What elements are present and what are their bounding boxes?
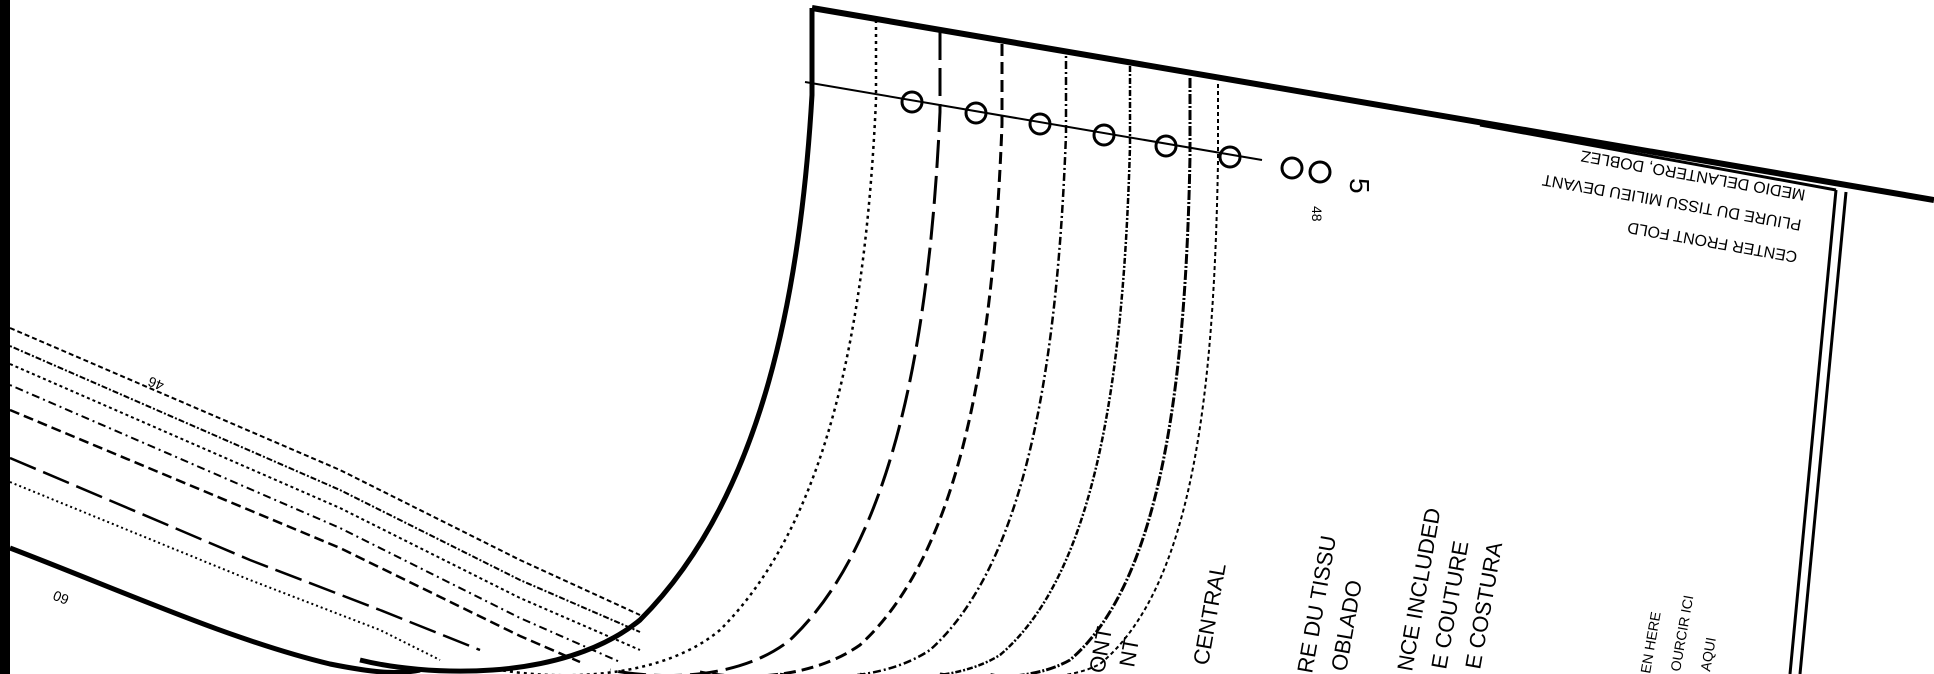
shoulder-line-2 [9, 345, 641, 633]
neckline-size-5 [860, 66, 1132, 674]
vertical-labels: ONT NT CENTRAL RE DU TISSU OBLADO NCE IN… [1084, 506, 1507, 674]
size-mark-48: 48 [1309, 206, 1325, 222]
neckline-size-4 [780, 56, 1068, 674]
neckline-size-1 [499, 20, 878, 674]
fold-es-partial: OBLADO [1326, 578, 1367, 673]
center-front-fr: NT [1114, 636, 1144, 669]
panel-line-1 [1788, 189, 1838, 674]
shoulder-line-1 [9, 327, 641, 616]
left-border-strip [0, 0, 10, 674]
size-circle-7 [1280, 156, 1304, 180]
neckline-outer [359, 8, 815, 674]
neckline-size-6 [940, 78, 1192, 674]
size-circle-5 [1154, 134, 1178, 158]
size-circle-1 [900, 90, 924, 114]
shorten-es: AQUI [1697, 636, 1719, 672]
size-circle-2 [964, 101, 988, 125]
neckline-size-2 [609, 32, 942, 674]
size-circle-8 [1308, 160, 1332, 184]
shoulder-line-outer [9, 545, 421, 674]
size-label-60: 60 [50, 587, 71, 608]
shorten-labels: EN HERE OURCIR ICI AQUI [1637, 594, 1719, 674]
size-label-46: 46 [145, 373, 166, 394]
center-front-es: CENTRAL [1188, 561, 1230, 666]
shorten-fr: OURCIR ICI [1667, 594, 1696, 673]
size-mark-5: 5 [1344, 178, 1375, 194]
panel-line-2 [1798, 191, 1848, 674]
shoulder-line-3 [9, 363, 641, 651]
size-circle-3 [1028, 112, 1052, 136]
neckline-size-7 [990, 84, 1219, 674]
panel-header-rule [1479, 123, 1837, 192]
marking-line [804, 81, 1263, 161]
center-front-en: ONT [1084, 625, 1117, 674]
shoulder-line-4 [9, 384, 621, 663]
fold-label-group: MEDIO DELANTERO, DOBLEZ PLIURE DU TISSU … [1541, 147, 1807, 265]
pattern-top-edge [811, 5, 1934, 203]
size-circle-6 [1218, 145, 1242, 169]
shoulder-line-6 [9, 456, 481, 652]
shorten-en: EN HERE [1637, 610, 1664, 674]
size-circles [900, 90, 1332, 184]
neckline-size-3 [699, 44, 1004, 674]
size-circle-4 [1092, 123, 1116, 147]
shoulder-line-5 [9, 408, 581, 664]
